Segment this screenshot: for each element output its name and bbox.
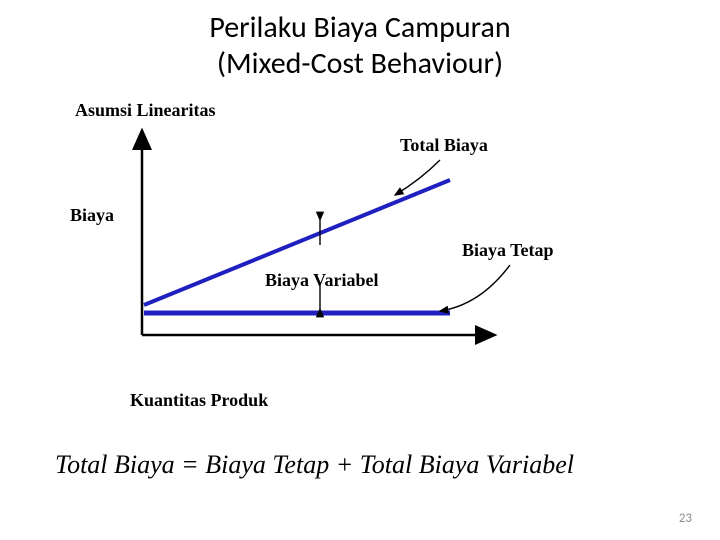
mixed-cost-chart <box>110 125 520 375</box>
biaya-axis-label: Biaya <box>70 205 114 226</box>
total-biaya-label: Total Biaya <box>400 135 488 156</box>
chart-svg <box>110 125 520 375</box>
page-number: 23 <box>679 511 692 526</box>
biaya-tetap-label: Biaya Tetap <box>462 240 554 261</box>
biaya-variabel-label: Biaya Variabel <box>265 270 379 291</box>
kuantitas-produk-label: Kuantitas Produk <box>130 390 268 411</box>
assumption-label: Asumsi Linearitas <box>75 100 216 121</box>
title-line-1: Perilaku Biaya Campuran <box>0 10 720 46</box>
total-biaya-pointer <box>395 160 440 195</box>
biaya-tetap-pointer <box>440 265 510 311</box>
equation-text: Total Biaya = Biaya Tetap + Total Biaya … <box>55 450 574 480</box>
title-line-2: (Mixed-Cost Behaviour) <box>0 46 720 82</box>
